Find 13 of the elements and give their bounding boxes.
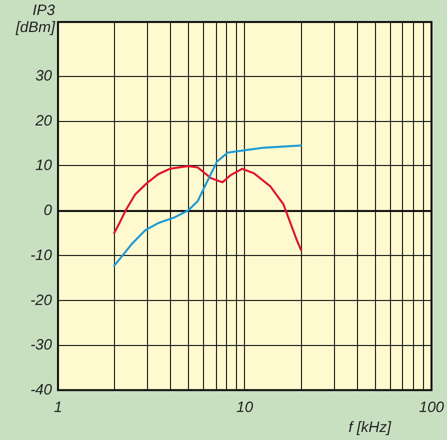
x-axis-title: f [kHz] [348, 419, 392, 436]
y-tick-label: -40 [30, 382, 53, 399]
y-axis-title: IP3 [dBm] [14, 2, 56, 36]
y-tick-label: 20 [34, 112, 53, 130]
y-tick-label: -30 [30, 336, 53, 354]
x-tick-label: 100 [418, 399, 445, 416]
y-tick-label: 30 [35, 67, 53, 84]
x-tick-label: 10 [236, 399, 254, 416]
x-tick-label: 1 [54, 399, 62, 416]
y-tick-label: -10 [30, 246, 53, 264]
y-tick-label: 10 [35, 157, 53, 174]
y-tick-label: -20 [30, 292, 53, 309]
y-tick-label: 0 [44, 202, 53, 220]
